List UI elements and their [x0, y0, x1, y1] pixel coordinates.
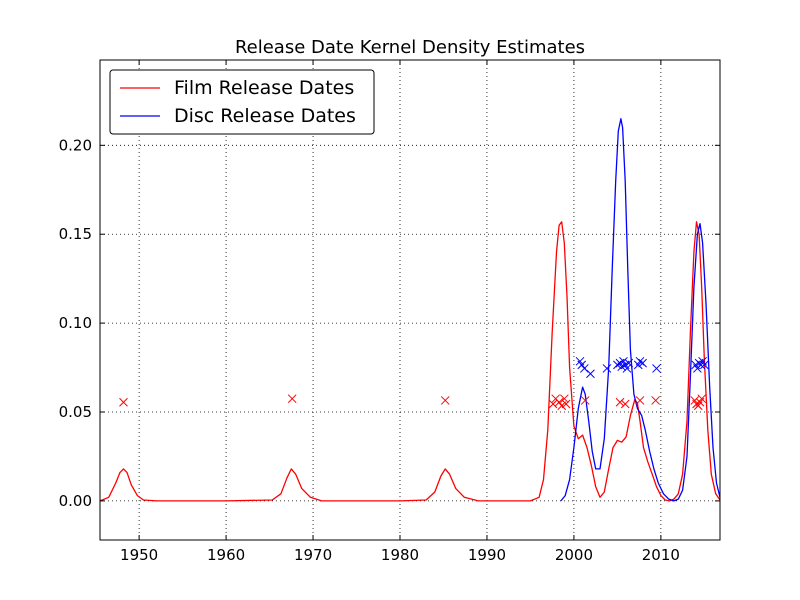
y-tick-label: 0.10	[59, 314, 92, 332]
film-release-marker	[651, 396, 661, 405]
x-tick-label: 1970	[294, 546, 332, 564]
film-release-marker	[554, 397, 564, 407]
axis-ticks: 1950 1960 1970 1980 1990 2000 2010 0.00 0.05 0.10…	[59, 60, 720, 564]
legend-box	[109, 69, 375, 135]
film-release-marker	[580, 396, 590, 405]
x-tick-label: 1960	[207, 546, 245, 564]
plot-area	[100, 60, 720, 540]
y-tick-label: 0.00	[59, 492, 92, 510]
film-release-marker	[561, 399, 571, 409]
density-curves	[99, 118, 721, 502]
y-tick-label: 0.15	[59, 225, 92, 243]
film-density-line	[99, 221, 721, 502]
x-tick-label: 2000	[555, 546, 593, 564]
x-tick-label: 1980	[381, 546, 419, 564]
disc-release-marker	[652, 364, 661, 373]
disc-release-marker	[699, 360, 709, 370]
disc-release-marker	[577, 360, 587, 370]
legend-label-film: Film Release Dates	[174, 77, 354, 99]
film-release-marker	[620, 399, 630, 409]
film-release-marker	[559, 394, 569, 404]
x-tick-label: 1950	[120, 546, 158, 564]
x-tick-label: 2010	[642, 546, 680, 564]
chart-title: Release Date Kernel Density Estimates	[235, 37, 585, 58]
disc-release-marker	[613, 360, 622, 370]
film-release-marker	[557, 401, 567, 411]
disc-release-marker	[622, 364, 632, 373]
release-markers	[119, 356, 709, 411]
y-tick-label: 0.20	[59, 136, 92, 154]
legend: Film Release Dates Disc Release Dates	[109, 69, 375, 135]
disc-release-marker	[635, 356, 645, 366]
disc-release-marker	[638, 358, 647, 368]
disc-density-line	[560, 118, 721, 502]
y-tick-label: 0.05	[59, 403, 92, 421]
x-tick-label: 1990	[468, 546, 506, 564]
disc-release-marker	[586, 369, 595, 379]
disc-release-marker	[624, 358, 634, 368]
film-release-marker	[440, 396, 450, 405]
legend-label-disc: Disc Release Dates	[174, 105, 356, 127]
disc-release-marker	[579, 364, 589, 373]
grid-lines	[100, 60, 720, 540]
plot-frame	[99, 59, 721, 541]
film-release-marker	[635, 396, 645, 405]
disc-release-marker	[602, 364, 612, 373]
film-release-marker	[119, 397, 128, 407]
film-release-marker	[615, 397, 625, 407]
film-release-marker	[548, 399, 558, 409]
film-release-marker	[697, 394, 707, 404]
film-release-marker	[287, 394, 297, 404]
